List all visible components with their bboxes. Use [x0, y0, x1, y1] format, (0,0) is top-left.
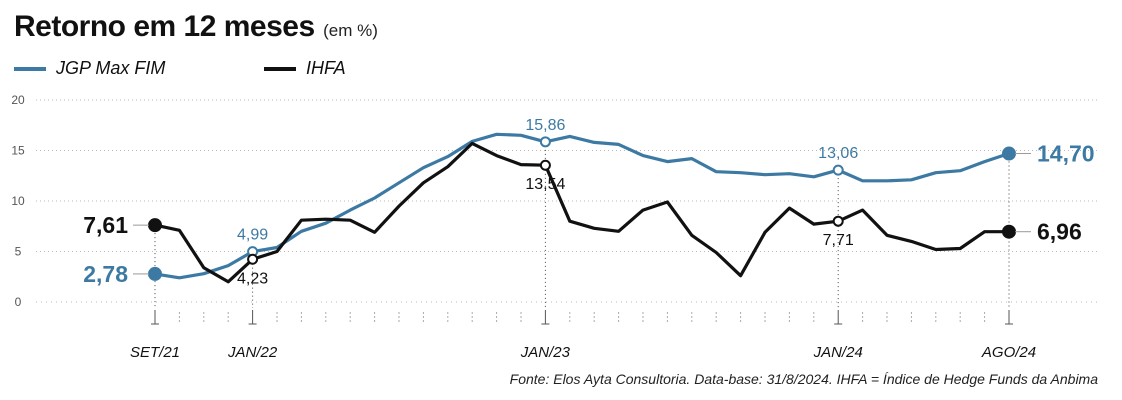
legend-label-jgp: JGP Max FIM	[56, 58, 166, 78]
point-marker	[832, 215, 844, 227]
point-marker	[148, 218, 162, 233]
point-marker	[148, 266, 162, 281]
point-marker	[539, 159, 551, 171]
x-tick-label: JAN/22	[227, 344, 278, 361]
data-label: 14,70	[1037, 141, 1095, 167]
series-line-ihfa	[153, 141, 1011, 284]
chart-title: Retorno em 12 meses	[14, 10, 315, 43]
y-tick-label: 10	[11, 194, 25, 208]
data-label: 13,54	[525, 176, 565, 193]
y-tick-label: 5	[15, 245, 22, 259]
legend-label-ihfa: IHFA	[306, 58, 346, 78]
data-label: 7,61	[83, 212, 128, 238]
point-marker	[1002, 146, 1016, 161]
data-label: 4,99	[237, 227, 268, 244]
legend-swatch-ihfa	[264, 66, 296, 71]
point-marker	[539, 136, 551, 148]
legend-item-ihfa: IHFA	[264, 58, 346, 79]
data-label: 15,86	[525, 117, 565, 134]
point-marker	[247, 253, 259, 265]
y-tick-label: 20	[11, 93, 25, 107]
x-tick-label: JAN/24	[813, 344, 863, 361]
source-note: Fonte: Elos Ayta Consultoria. Data-base:…	[509, 371, 1098, 387]
x-tick-label: AGO/24	[981, 344, 1036, 361]
x-tick-label: SET/21	[130, 344, 180, 361]
data-label: 7,71	[823, 232, 854, 249]
data-label: 2,78	[83, 261, 128, 287]
data-label: 4,23	[237, 270, 268, 287]
y-tick-label: 15	[11, 144, 25, 158]
legend-item-jgp: JGP Max FIM	[14, 58, 165, 79]
series-line-jgp	[153, 132, 1011, 280]
point-marker	[832, 164, 844, 176]
y-tick-label: 0	[15, 295, 22, 309]
point-marker	[1002, 224, 1016, 239]
data-label: 6,96	[1037, 219, 1082, 245]
legend-swatch-jgp	[14, 66, 46, 71]
data-label: 13,06	[818, 145, 858, 162]
x-tick-label: JAN/23	[520, 344, 571, 361]
chart-title-block: Retorno em 12 meses (em %)	[14, 10, 378, 44]
chart-subtitle: (em %)	[323, 21, 378, 40]
legend: JGP Max FIM IHFA	[14, 58, 614, 82]
